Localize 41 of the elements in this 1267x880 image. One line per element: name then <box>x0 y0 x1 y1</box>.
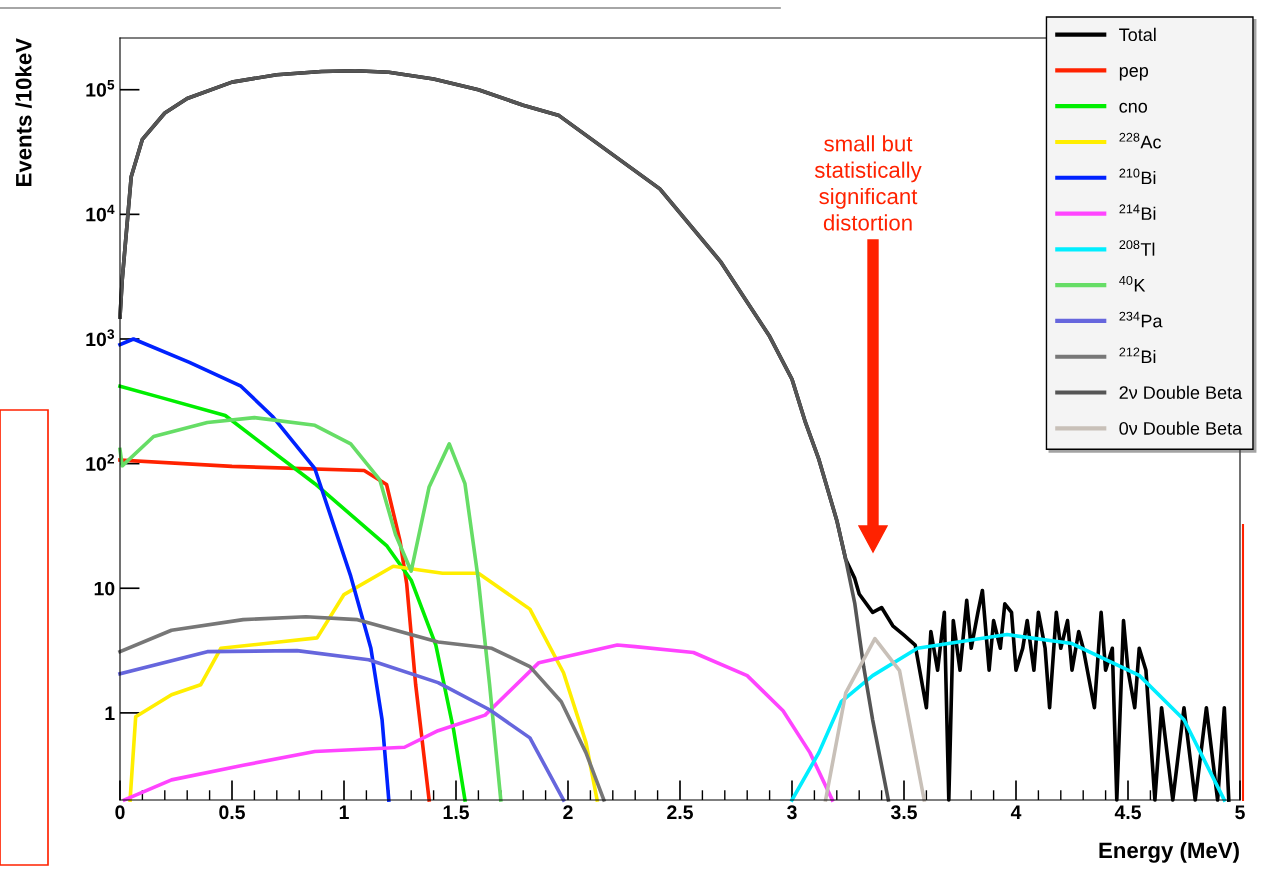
x-axis-title: Energy (MeV) <box>1099 841 1239 863</box>
y-tick-label: 10$^{2}$ <box>86 453 115 471</box>
x-tick-label: 3.5 <box>890 805 917 820</box>
legend-label: 0ν Double Beta <box>1119 421 1243 435</box>
legend-label: $^{214}$Bi <box>1119 204 1156 220</box>
line-series <box>118 384 467 802</box>
legend-label: $^{228}$Ac <box>1119 132 1162 149</box>
y-axis-title: Events /10keV <box>15 38 32 186</box>
x-tick-label: 0.5 <box>219 805 245 820</box>
legend-label: 2ν Double Beta <box>1119 385 1243 400</box>
line-series <box>128 564 599 802</box>
x-tick-label: 1 <box>339 805 349 819</box>
line-series <box>790 632 1227 802</box>
x-tick-label: 4.5 <box>1114 805 1141 820</box>
x-tick-label: 3 <box>787 805 797 820</box>
line-series <box>118 648 566 802</box>
x-tick-label: 5 <box>1235 805 1245 820</box>
y-tick-label: 10$^{4}$ <box>86 204 115 222</box>
legend-label: $^{212}$Bi <box>1119 347 1156 364</box>
x-tick-label: 1.5 <box>443 805 469 820</box>
line-series <box>118 337 391 802</box>
y-tick-label: 1 <box>105 706 115 720</box>
line-series <box>823 636 926 802</box>
legend-label: $^{40}$K <box>1119 275 1146 292</box>
annotation: small but statistically significant distortion <box>814 135 922 231</box>
legend-label: cno <box>1119 102 1148 113</box>
y-tick-label: 10$^{3}$ <box>86 329 115 347</box>
x-tick-label: 0 <box>115 805 125 820</box>
legend-label: $^{208}$Tl <box>1119 240 1155 256</box>
line-series <box>118 415 503 802</box>
legend-label: $^{234}$Pa <box>1119 311 1163 328</box>
y-tick-label: 10$^{5}$ <box>86 80 115 97</box>
line-series <box>118 615 606 802</box>
y-tick-label: 10 <box>94 581 115 596</box>
legend-label: pep <box>1119 67 1149 81</box>
x-tick-label: 2.5 <box>667 805 693 820</box>
line-series <box>122 643 835 802</box>
x-tick-label: 4 <box>1010 805 1022 819</box>
legend-label: Total <box>1119 27 1156 42</box>
legend-label: $^{210}$Bi <box>1119 168 1156 185</box>
x-tick-label: 2 <box>563 805 573 819</box>
